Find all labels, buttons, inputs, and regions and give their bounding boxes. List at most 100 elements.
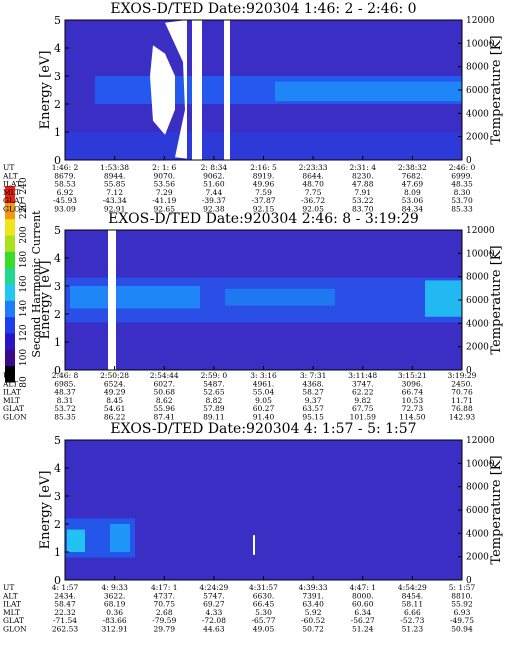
colorbar: 80 100 120 140 160 180 200 220 240 Second Harmoni… [5, 177, 43, 388]
table-cell: 60.60 [352, 600, 374, 609]
table-cell: 47.69 [402, 180, 424, 189]
table-cell: 8.30 [454, 188, 471, 197]
plot-background [65, 440, 462, 580]
colorbar-tick-label: 120 [19, 324, 29, 341]
colorbar-segment [5, 316, 15, 334]
y-tick-label: 1 [54, 126, 61, 139]
colorbar-segment [5, 365, 15, 383]
table-cell: 70.75 [154, 600, 176, 609]
table-cell: 58.47 [54, 600, 76, 609]
table-cell: 93.09 [54, 205, 76, 214]
panel-3: EXOS-D/TED Date:920304 4: 1:57 - 5: 1:57… [2, 421, 504, 634]
table-cell: 92.38 [203, 205, 225, 214]
y-tick-label: 4 [54, 462, 61, 475]
table-row-label: GLON [3, 205, 27, 214]
table-cell: 50.72 [302, 625, 324, 634]
table-cell: 72.73 [402, 404, 424, 413]
table-cell: 4737. [154, 591, 175, 600]
y-tick-label: 4 [54, 42, 61, 55]
colorbar-segment [5, 186, 15, 203]
chart-title: EXOS-D/TED Date:920304 2:46: 8 - 3:19:29 [108, 211, 419, 227]
table-row-label: GLAT [3, 616, 24, 625]
table-cell: -71.54 [53, 616, 77, 625]
table-cell: 11.71 [451, 396, 472, 405]
table-cell: 63.40 [302, 600, 324, 609]
table-cell: 3622. [104, 591, 125, 600]
y2-tick-label: 4000 [466, 319, 489, 329]
table-cell: 49.96 [253, 180, 275, 189]
table-cell: 4: 9:33 [101, 583, 128, 592]
table-cell: 2.68 [156, 608, 173, 617]
colorbar-segment [5, 202, 15, 220]
table-cell: 70.76 [451, 388, 473, 397]
table-row-label: GLAT [3, 196, 24, 205]
colorbar-segment [5, 349, 15, 367]
table-cell: 4:17: 1 [151, 583, 178, 592]
colorbar-tick-label: 80 [19, 376, 29, 388]
table-cell: 3747. [352, 379, 373, 388]
table-cell: 5.92 [305, 608, 322, 617]
chart-title: EXOS-D/TED Date:920304 1:46: 2 - 2:46: 0 [110, 1, 416, 17]
y2-tick-label: 12000 [466, 16, 495, 26]
table-row-label: UT [3, 163, 14, 172]
table-cell: 66.45 [253, 600, 275, 609]
data-gap [165, 20, 187, 159]
table-cell: -52.73 [400, 616, 424, 625]
y-axis-label: Energy [eV] [38, 261, 53, 340]
table-cell: 4:54:29 [398, 583, 427, 592]
table-cell: 51.60 [203, 180, 225, 189]
data-gap [150, 45, 175, 135]
table-cell: -56.27 [351, 616, 375, 625]
table-cell: 7.59 [255, 188, 272, 197]
table-cell: 69.27 [203, 600, 225, 609]
table-cell: 2: 1: 6 [152, 163, 176, 172]
band-low [65, 132, 462, 160]
y2-tick-label: 12000 [466, 436, 495, 446]
table-cell: 53.56 [154, 180, 176, 189]
table-cell: -43.34 [103, 196, 127, 205]
table-cell: 29.79 [154, 625, 176, 634]
y-tick-label: 1 [54, 546, 61, 559]
band-bright [425, 280, 462, 317]
table-cell: 51.23 [402, 625, 424, 634]
table-cell: 55.96 [154, 404, 176, 413]
colorbar-segment [5, 267, 15, 285]
table-cell: 63.57 [302, 404, 324, 413]
table-cell: 68.19 [104, 600, 126, 609]
data-gap [224, 20, 230, 160]
table-cell: 8.45 [106, 396, 123, 405]
table-cell: 58.53 [54, 180, 76, 189]
table-cell: 60.27 [253, 404, 275, 413]
table-cell: 8454. [402, 591, 423, 600]
table-row-label: ILAT [3, 180, 21, 189]
table-cell: 49.29 [104, 388, 126, 397]
table-cell: 5487. [203, 379, 224, 388]
table-cell: -37.87 [251, 196, 275, 205]
y-axis-label: Energy [eV] [38, 471, 53, 550]
table-cell: 2:23:33 [299, 163, 328, 172]
table-row-label: UT [3, 371, 14, 380]
band-bright [110, 524, 130, 552]
table-cell: 7682. [402, 171, 423, 180]
colorbar-tick-label: 240 [19, 177, 29, 194]
table-cell: 85.35 [54, 413, 76, 422]
table-cell: 9.37 [305, 396, 322, 405]
table-row-label: MLT [3, 396, 20, 405]
table-cell: 58.11 [402, 600, 423, 609]
table-cell: 92.91 [104, 205, 125, 214]
table-row-label: ILAT [3, 388, 21, 397]
y-tick-label: 0 [54, 154, 61, 167]
y2-tick-label: 12000 [466, 226, 495, 236]
table-row-label: ALT [2, 171, 18, 180]
table-cell: 8944. [104, 171, 125, 180]
table-cell: 2434. [54, 591, 75, 600]
table-cell: 6985. [54, 379, 75, 388]
colorbar-segment [5, 251, 15, 269]
y2-tick-label: 0 [466, 576, 472, 586]
colorbar-tick-label: 220 [19, 202, 29, 219]
table-cell: 95.15 [302, 413, 324, 422]
table-cell: 2:46: 0 [449, 163, 476, 172]
table-cell: 2:16: 5 [250, 163, 277, 172]
table-cell: 6027. [154, 379, 175, 388]
